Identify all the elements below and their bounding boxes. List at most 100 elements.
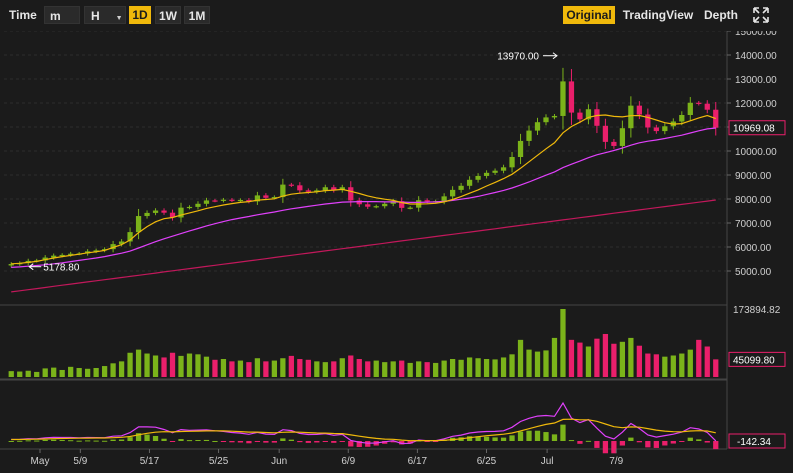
candle [713,109,719,128]
volume-bar [645,353,651,377]
macd-histogram-bar [42,439,48,441]
macd-histogram-bar [93,440,99,442]
volume-bar [8,371,14,377]
volume-bar [220,359,227,377]
macd-histogram-bar [713,441,719,450]
candle [611,141,617,146]
volume-current-label: 45099.80 [733,355,775,366]
volume-bar [611,343,617,377]
candle [475,175,481,180]
volume-bar [34,371,40,377]
macd-histogram-bar [365,441,371,447]
macd-histogram-bar [305,441,311,443]
time-label: Time [9,8,37,22]
candle [59,254,65,257]
macd-signal-line [11,418,716,442]
ma-mid-line [11,127,716,268]
volume-bar [237,360,244,377]
tradingview-button[interactable]: TradingView [622,8,694,22]
macd-histogram-bar [195,440,201,442]
macd-histogram-bar [568,440,575,442]
macd-histogram-bar [339,441,345,442]
macd-histogram-bar [220,441,227,442]
volume-bar [543,350,549,377]
candle [356,200,362,205]
candle [271,197,278,199]
interval-1w-button[interactable]: 1W [155,6,181,24]
macd-histogram-bar [280,438,286,441]
price-axis-label: 6000.00 [735,243,772,254]
time-axis-label: Jul [541,456,554,467]
volume-bar [534,351,541,377]
macd-histogram-bar [704,441,710,443]
volume-bar [144,353,150,377]
candle [585,109,592,120]
volume-bar [297,359,303,377]
macd-current-label: -142.34 [737,437,771,448]
time-axis-label: Jun [271,456,287,467]
macd-histogram-bar [602,441,609,454]
candle [568,81,575,113]
macd-histogram-bar [229,441,235,443]
macd-histogram-bar [670,441,676,444]
candle [314,190,320,192]
minute-interval-dropdown[interactable]: m [44,6,80,24]
candle [305,190,311,192]
macd-histogram-bar [509,435,515,441]
candle [500,167,507,171]
volume-bar [203,356,210,377]
macd-histogram-bar [543,432,549,441]
candle [696,102,702,104]
hour-interval-dropdown[interactable]: H ▼ [84,6,126,24]
candle [628,105,634,129]
candle [339,187,345,191]
volume-bar [449,359,456,377]
macd-histogram-bar [34,440,40,442]
volume-bar [127,352,133,377]
candle [577,112,583,120]
macd-histogram-bar [662,441,668,446]
macd-line [11,401,717,445]
volume-bar [161,357,167,377]
chart-canvas[interactable]: 15000.0014000.0013000.0012000.0011000.00… [0,31,793,473]
volume-bar [585,346,592,377]
macd-histogram-bar [118,439,125,441]
macd-histogram-bar [322,441,328,442]
interval-1d-button[interactable]: 1D [129,6,151,24]
time-axis-label: 7/9 [609,456,623,467]
volume-bar [17,371,23,377]
candle [602,125,609,142]
macd-histogram-bar [144,434,150,441]
volume-bar [704,346,710,377]
macd-histogram-bar [551,434,558,441]
volume-bar [509,354,515,377]
volume-bar [178,355,184,377]
volume-bar [373,360,379,377]
candle [653,127,659,132]
macd-histogram-bar [585,440,592,442]
price-axis-label: 7000.00 [735,219,772,230]
candle [237,199,244,202]
interval-1m-button[interactable]: 1M [184,6,210,24]
depth-button[interactable]: Depth [704,8,738,22]
volume-bar [271,360,278,377]
volume-bar [577,342,583,377]
candle [288,184,294,186]
candle [101,249,108,251]
candle [220,199,227,201]
macd-histogram-bar [492,437,498,441]
candle [110,244,116,250]
fullscreen-button[interactable] [752,6,772,24]
macd-current-box [728,433,786,449]
macd-histogram-bar [59,440,65,442]
price-chart[interactable]: 15000.0014000.0013000.0012000.0011000.00… [0,31,793,473]
macd-histogram-bar [399,441,405,445]
volume-bar [441,360,447,377]
volume-bar [280,358,286,377]
macd-histogram-bar [127,437,133,441]
volume-bar [679,353,685,377]
low-marker-label: 5178.80 [43,263,80,274]
macd-histogram-bar [645,441,651,448]
original-view-button[interactable]: Original [563,6,615,24]
volume-bar [500,357,507,377]
